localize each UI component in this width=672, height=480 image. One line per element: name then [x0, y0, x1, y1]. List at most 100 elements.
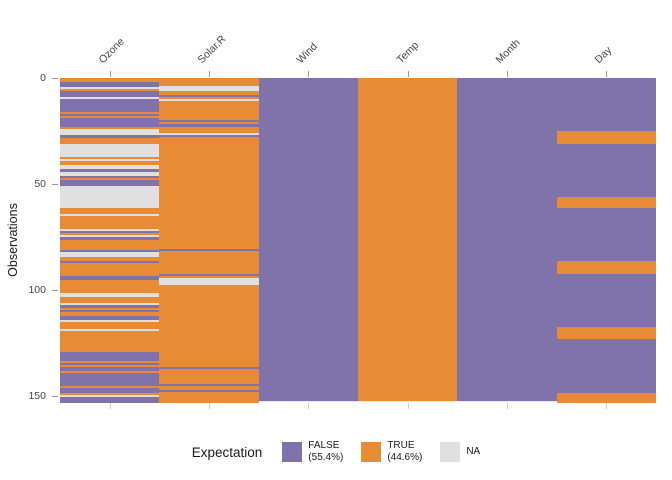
- cell: [60, 322, 160, 325]
- cell: [357, 129, 458, 132]
- cell: [556, 105, 656, 108]
- cell: [357, 311, 458, 314]
- cell: [357, 334, 458, 338]
- cell: [159, 390, 259, 393]
- cell: [258, 202, 358, 205]
- cell: [159, 329, 259, 332]
- cell: [457, 341, 557, 344]
- cell: [258, 343, 358, 346]
- cell: [258, 176, 358, 179]
- column-label-Ozone: Ozone: [96, 35, 127, 66]
- cell: [556, 118, 656, 121]
- cell: [60, 243, 160, 246]
- top-tick: [606, 71, 608, 77]
- cell: [357, 287, 458, 290]
- cell: [60, 101, 160, 104]
- cell: [258, 259, 358, 263]
- cell: [556, 131, 656, 134]
- cell: [159, 286, 259, 289]
- cell: [159, 82, 259, 85]
- cell: [159, 343, 259, 346]
- cell: [457, 144, 557, 147]
- cell: [457, 195, 557, 198]
- cell: [556, 120, 656, 123]
- cell: [159, 170, 259, 173]
- cell: [357, 399, 458, 402]
- cell: [457, 309, 557, 312]
- cell: [556, 307, 656, 310]
- legend-swatch-na: [440, 442, 461, 462]
- cell: [159, 282, 259, 285]
- legend-swatch-false: [282, 442, 303, 462]
- cell: [556, 109, 656, 112]
- cell: [258, 212, 358, 215]
- cell: [159, 326, 259, 330]
- plot-panel: [60, 78, 656, 404]
- cell: [457, 360, 557, 363]
- cell: [457, 332, 557, 335]
- cell: [357, 379, 458, 382]
- cell: [159, 288, 259, 292]
- cell: [556, 173, 656, 176]
- cell: [357, 388, 458, 391]
- cell: [556, 335, 656, 338]
- cell: [357, 292, 458, 295]
- cell: [556, 207, 656, 210]
- cell: [60, 107, 160, 110]
- cell: [258, 279, 358, 282]
- cell: [258, 221, 358, 224]
- cell: [357, 377, 458, 380]
- cell: [60, 237, 160, 240]
- cell: [357, 80, 458, 83]
- cell: [258, 189, 358, 192]
- cell: [357, 135, 458, 138]
- cell: [457, 364, 557, 367]
- cell: [556, 254, 656, 257]
- cell: [357, 95, 458, 98]
- cell: [258, 114, 358, 117]
- cell: [357, 309, 458, 312]
- cell: [258, 384, 358, 387]
- cell: [258, 197, 358, 201]
- cell: [357, 354, 458, 357]
- column-label-Day: Day: [592, 44, 615, 66]
- cell: [159, 320, 259, 323]
- cell: [556, 398, 656, 401]
- cell: [556, 143, 656, 146]
- cell: [258, 257, 358, 260]
- cell: [457, 369, 557, 372]
- cell: [556, 199, 656, 202]
- cell: [556, 126, 656, 129]
- cell: [357, 283, 458, 286]
- cell: [457, 120, 557, 123]
- cell: [556, 114, 656, 117]
- cell: [258, 187, 358, 190]
- cell: [159, 130, 259, 133]
- cell: [60, 211, 160, 214]
- cell: [258, 392, 358, 395]
- cell: [60, 177, 160, 180]
- cell: [357, 358, 458, 361]
- cell: [60, 122, 160, 125]
- cell: [457, 172, 557, 175]
- cell: [258, 339, 358, 342]
- cell: [357, 82, 458, 85]
- cell: [457, 366, 557, 370]
- cell: [159, 96, 259, 100]
- cell: [60, 105, 160, 108]
- cell: [159, 314, 259, 317]
- cell: [556, 216, 656, 219]
- cell: [60, 384, 160, 387]
- cell: [457, 375, 557, 378]
- cell: [159, 381, 259, 384]
- cell: [258, 95, 358, 98]
- cell: [457, 236, 557, 239]
- cell: [457, 300, 557, 303]
- cell: [258, 122, 358, 126]
- cell: [357, 259, 458, 263]
- cell: [457, 381, 557, 385]
- cell: [357, 234, 458, 237]
- cell: [357, 253, 458, 256]
- cell: [159, 257, 259, 260]
- cell: [556, 379, 656, 382]
